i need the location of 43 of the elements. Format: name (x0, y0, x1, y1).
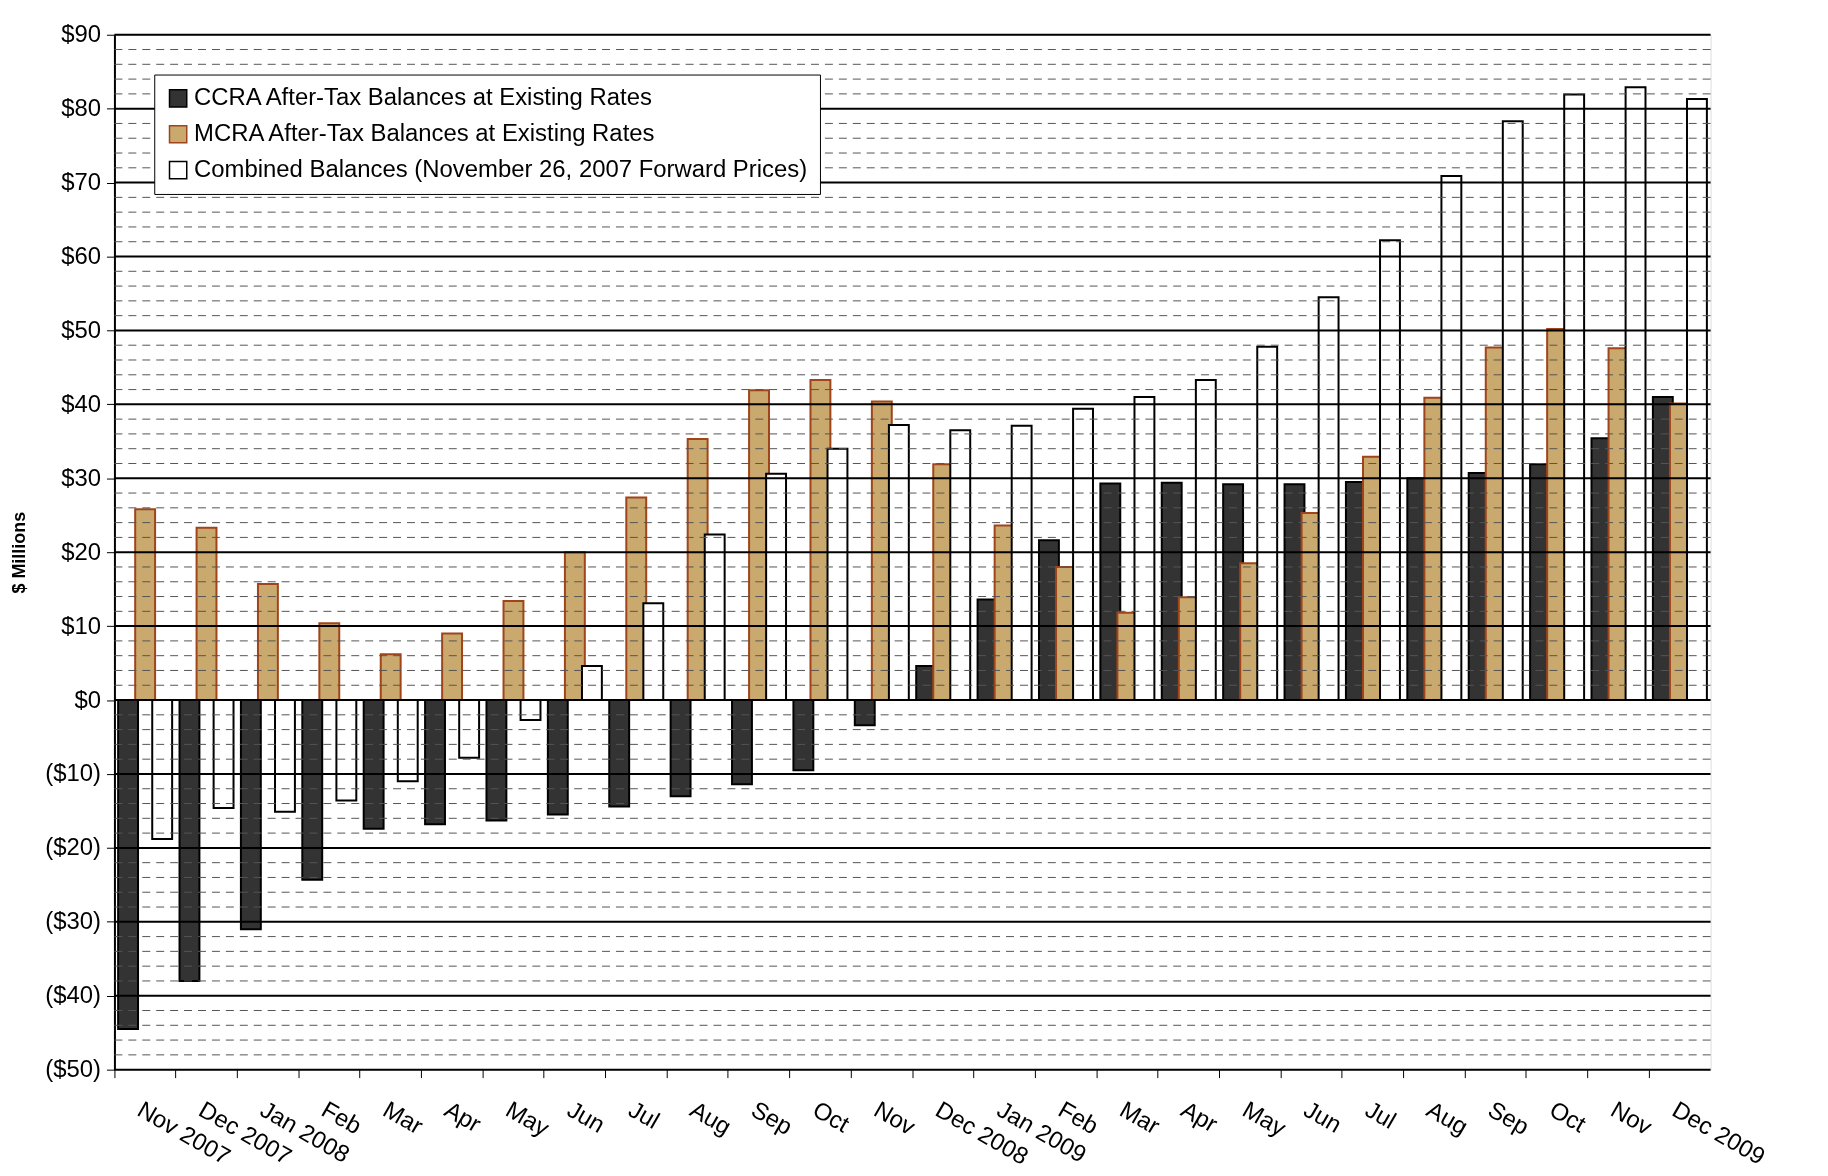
y-tick-label: ($20) (45, 833, 101, 861)
x-tick-label: Apr (440, 1095, 486, 1138)
bar (441, 632, 464, 702)
y-tick-label: $30 (61, 463, 101, 491)
x-tick-label: Mar (378, 1095, 428, 1140)
bar (318, 622, 341, 702)
x-tick-label: Jul (624, 1095, 665, 1134)
y-tick-label: $90 (61, 20, 101, 48)
x-tick-label: May (501, 1095, 555, 1142)
y-tick-label: $80 (61, 94, 101, 122)
x-tick-label: Oct (1545, 1095, 1592, 1138)
x-tick-label: Dec 2009 (1667, 1095, 1770, 1170)
y-tick-label: $60 (61, 241, 101, 269)
x-tick-label: Aug (1422, 1095, 1473, 1140)
x-tick-label: Jul (1360, 1095, 1401, 1134)
y-tick-label: $10 (61, 611, 101, 639)
x-tick-label: Mar (1115, 1095, 1165, 1140)
y-tick-label: $20 (61, 537, 101, 565)
bar (134, 508, 157, 702)
y-tick-label: $50 (61, 315, 101, 343)
bar (256, 582, 279, 702)
x-tick-label: Oct (808, 1095, 855, 1138)
y-tick-label: $0 (74, 685, 101, 713)
y-tick-label: $40 (61, 389, 101, 417)
x-tick-label: Sep (747, 1095, 798, 1140)
legend-label: CCRA After-Tax Balances at Existing Rates (194, 83, 652, 111)
y-tick-label: ($40) (45, 981, 101, 1009)
x-tick-label: Jun (562, 1095, 610, 1138)
bar (379, 653, 402, 702)
y-tick-label: ($50) (45, 1055, 101, 1083)
x-tick-label: Nov (1606, 1095, 1657, 1140)
x-tick-label: Jun (1299, 1095, 1347, 1138)
y-tick-label: ($30) (45, 907, 101, 935)
y-tick-label: ($10) (45, 759, 101, 787)
legend-label: MCRA After-Tax Balances at Existing Rates (194, 119, 655, 147)
x-tick-label: Aug (685, 1095, 736, 1140)
legend-label: Combined Balances (November 26, 2007 Forward Prices) (194, 155, 808, 183)
x-tick-label: Nov (869, 1095, 921, 1140)
x-tick-label: May (1238, 1095, 1291, 1142)
x-tick-label: Sep (1483, 1095, 1535, 1140)
y-axis-title: $ Millions (9, 511, 30, 594)
y-tick-label: $70 (61, 168, 101, 196)
x-tick-label: Apr (1176, 1095, 1223, 1138)
